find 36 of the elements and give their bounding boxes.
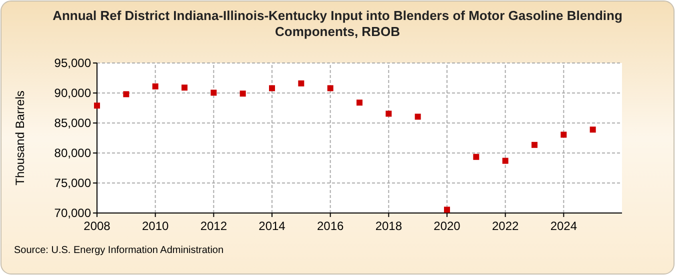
x-tick-label: 2010 — [142, 219, 170, 233]
x-tick-label: 2014 — [258, 219, 286, 233]
point — [444, 206, 450, 213]
x-tick-label: 2008 — [84, 219, 111, 233]
y-tick-label: 75,000 — [54, 176, 92, 190]
y-axis-title: Thousand Barrels — [13, 90, 27, 186]
x-tick-label: 2018 — [375, 219, 402, 233]
y-tick-label: 90,000 — [54, 86, 92, 100]
point — [240, 90, 246, 97]
point — [473, 154, 480, 160]
point — [123, 91, 130, 98]
chart-title: Annual Ref District Indiana-Illinois-Kentucky Input into Blenders of Motor Gasoline Blending Components, RBOB — [52, 8, 622, 39]
x-tick-label: 2012 — [200, 219, 228, 233]
point — [152, 83, 158, 90]
point — [269, 85, 275, 92]
point — [386, 110, 392, 117]
point — [414, 114, 421, 120]
y-tick-label: 95,000 — [54, 56, 92, 70]
y-tick-label: 85,000 — [54, 116, 92, 130]
y-tick-label: 70,000 — [54, 206, 92, 220]
point — [327, 85, 334, 92]
point — [532, 142, 538, 148]
point — [356, 100, 362, 106]
point — [94, 102, 100, 109]
point — [590, 126, 596, 133]
point — [182, 84, 188, 91]
x-tick-label: 2024 — [550, 219, 578, 233]
point — [560, 132, 567, 138]
point — [298, 80, 304, 86]
x-tick-label: 2020 — [434, 219, 461, 233]
x-tick-label: 2016 — [316, 219, 344, 233]
point — [502, 158, 508, 164]
y-tick-label: 80,000 — [54, 146, 92, 160]
source-note: Source: U.S. Energy Information Administration — [14, 245, 224, 256]
point — [210, 90, 217, 96]
x-tick-label: 2022 — [492, 219, 520, 233]
